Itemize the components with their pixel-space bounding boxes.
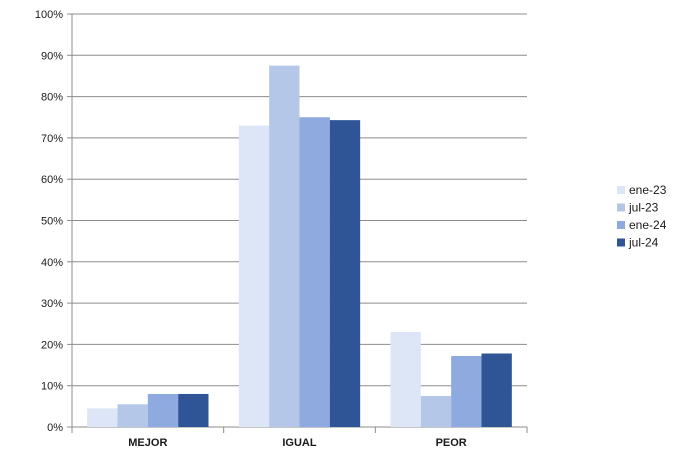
bar-mejor-jul-23 bbox=[117, 404, 148, 427]
y-tick-label: 100% bbox=[35, 9, 63, 21]
tick-labels: 0% 10% 20% 30% 40% 50% 60% 70% 80% 90% 100% MEJOR IG… bbox=[35, 9, 467, 449]
x-tick-label: MEJOR bbox=[128, 437, 167, 449]
y-tick-label: 40% bbox=[41, 257, 63, 269]
bar-igual-ene-24 bbox=[299, 117, 330, 427]
bar-peor-ene-23 bbox=[390, 332, 421, 427]
legend-swatch bbox=[617, 203, 625, 212]
bar-mejor-ene-24 bbox=[147, 393, 179, 427]
bar-igual-ene-23 bbox=[238, 125, 270, 427]
legend: ene-23 jul-23 ene-24 jul-24 bbox=[617, 183, 667, 250]
legend-label: jul-23 bbox=[628, 201, 659, 215]
y-tick-label: 50% bbox=[41, 216, 63, 228]
bar-peor-jul-23 bbox=[420, 396, 452, 427]
bars bbox=[87, 65, 512, 428]
y-tick-label: 60% bbox=[41, 174, 63, 186]
legend-label: ene-24 bbox=[629, 218, 667, 232]
y-tick-label: 20% bbox=[41, 339, 63, 351]
legend-label: ene-23 bbox=[629, 183, 667, 197]
bar-igual-jul-24 bbox=[329, 120, 361, 428]
x-tick-label: IGUAL bbox=[282, 437, 317, 449]
y-tick-label: 70% bbox=[41, 133, 63, 145]
bar-peor-ene-24 bbox=[451, 355, 482, 427]
y-tick-label: 80% bbox=[41, 92, 63, 104]
y-tick-label: 0% bbox=[47, 422, 63, 434]
legend-label: jul-24 bbox=[628, 236, 659, 250]
bar-mejor-jul-24 bbox=[178, 393, 209, 427]
y-tick-label: 10% bbox=[41, 381, 63, 393]
bar-mejor-ene-23 bbox=[87, 408, 118, 427]
x-tick-label: PEOR bbox=[436, 437, 467, 449]
y-tick-label: 90% bbox=[41, 50, 63, 62]
bar-igual-jul-23 bbox=[269, 65, 300, 427]
legend-swatch bbox=[617, 221, 625, 229]
legend-swatch bbox=[617, 186, 625, 194]
legend-swatch bbox=[617, 238, 625, 247]
bar-peor-jul-24 bbox=[481, 353, 512, 427]
y-tick-label: 30% bbox=[41, 298, 63, 310]
